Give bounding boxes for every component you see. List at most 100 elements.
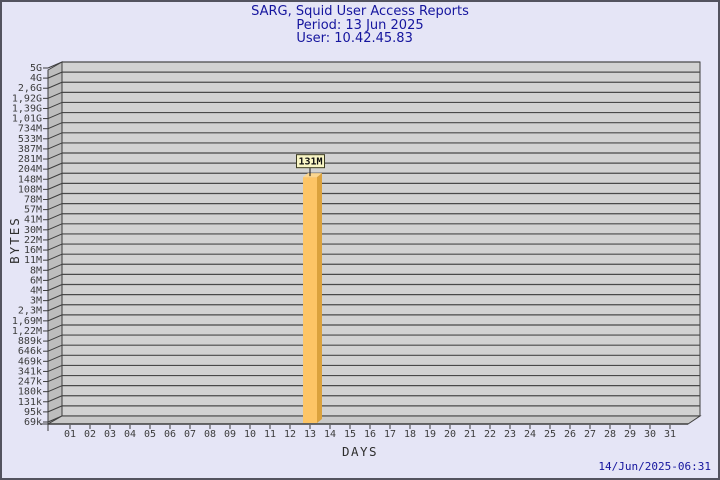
y-tick-label: 131k [18, 397, 42, 408]
wall-tick-diagonal [47, 354, 63, 362]
wall-tick-diagonal [47, 61, 63, 69]
y-tick-label: 108M [18, 184, 42, 195]
x-tick-label: 23 [504, 429, 516, 440]
x-tick-label: 06 [164, 429, 176, 440]
wall-tick-diagonal [47, 273, 63, 281]
x-tick-label: 10 [244, 429, 256, 440]
y-tick-label: 1,39G [12, 103, 42, 114]
y-tick-label: 1,92G [12, 93, 42, 104]
x-tick-label: 29 [624, 429, 636, 440]
y-tick-label: 69k [24, 417, 42, 428]
wall-tick-diagonal [47, 385, 63, 393]
wall-tick-diagonal [47, 314, 63, 322]
wall-tick-diagonal [47, 122, 63, 130]
x-tick-label: 22 [484, 429, 496, 440]
wall-tick-diagonal [47, 132, 63, 140]
wall-tick-diagonal [47, 172, 63, 180]
wall-tick-diagonal [47, 112, 63, 120]
y-tick-label: 734M [18, 124, 42, 135]
wall-tick-diagonal [47, 334, 63, 342]
wall-tick-diagonal [47, 142, 63, 150]
x-tick-label: 16 [364, 429, 376, 440]
y-tick-label: 11M [24, 255, 42, 266]
wall-tick-diagonal [47, 101, 63, 109]
wall-tick-diagonal [47, 263, 63, 271]
x-tick-label: 30 [644, 429, 656, 440]
y-tick-label: 95k [24, 407, 42, 418]
wall-tick-diagonal [47, 294, 63, 302]
y-tick-label: 22M [24, 235, 42, 246]
y-tick-label: 247k [18, 377, 42, 388]
wall-tick-diagonal [47, 182, 63, 190]
wall-tick-diagonal [47, 152, 63, 160]
y-tick-label: 646k [18, 346, 42, 357]
x-axis-title: DAYS [342, 444, 378, 459]
wall-tick-diagonal [47, 304, 63, 312]
x-tick-label: 15 [344, 429, 356, 440]
generation-timestamp: 14/Jun/2025-06:31 [598, 460, 711, 473]
wall-tick-diagonal [47, 253, 63, 261]
x-tick-label: 24 [524, 429, 536, 440]
wall-tick-diagonal [47, 344, 63, 352]
x-tick-label: 27 [584, 429, 596, 440]
plot-back-wall [61, 61, 701, 417]
bar-top-face [303, 173, 322, 178]
x-tick-label: 12 [284, 429, 296, 440]
wall-tick-diagonal [47, 81, 63, 89]
y-tick-label: 3M [30, 296, 42, 307]
x-tick-label: 11 [264, 429, 276, 440]
y-tick-label: 78M [24, 194, 42, 205]
y-tick-label: 1,22M [12, 326, 42, 337]
x-tick-label: 25 [544, 429, 556, 440]
report-header: SARG, Squid User Access Reports Period: … [0, 5, 720, 46]
wall-tick-diagonal [47, 223, 63, 231]
wall-tick-diagonal [47, 395, 63, 403]
wall-tick-diagonal [47, 405, 63, 413]
wall-tick-diagonal [47, 162, 63, 170]
wall-tick-diagonal [47, 243, 63, 251]
x-tick-label: 26 [564, 429, 576, 440]
x-tick-label: 09 [224, 429, 236, 440]
x-tick-label: 18 [404, 429, 416, 440]
y-tick-label: 889k [18, 336, 42, 347]
wall-tick-diagonal [47, 324, 63, 332]
x-tick-label: 03 [104, 429, 116, 440]
y-tick-label: 387M [18, 144, 42, 155]
y-tick-label: 180k [18, 387, 42, 398]
y-tick-label: 57M [24, 205, 42, 216]
bar-value-label-box [296, 154, 325, 169]
report-title: SARG, Squid User Access Reports [251, 4, 469, 19]
y-tick-label: 4G [30, 73, 42, 84]
x-tick-label: 17 [384, 429, 396, 440]
wall-tick-diagonal [47, 91, 63, 99]
wall-tick-diagonal [47, 213, 63, 221]
x-tick-label: 14 [324, 429, 336, 440]
wall-tick-diagonal [47, 203, 63, 211]
y-tick-label: 1,69M [12, 316, 42, 327]
x-tick-label: 05 [144, 429, 156, 440]
bar-side-face [317, 173, 322, 423]
x-tick-label: 07 [184, 429, 196, 440]
y-tick-label: 341k [18, 366, 42, 377]
y-tick-label: 281M [18, 154, 42, 165]
x-tick-label: 04 [124, 429, 136, 440]
y-tick-label: 30M [24, 225, 42, 236]
wall-tick-diagonal [47, 71, 63, 79]
plot-left-wall [47, 61, 63, 425]
x-tick-label: 21 [464, 429, 476, 440]
x-tick-label: 31 [664, 429, 676, 440]
y-tick-label: 533M [18, 134, 42, 145]
bar-front-face [303, 177, 317, 423]
y-tick-label: 2,3M [18, 306, 42, 317]
y-tick-label: 469k [18, 356, 42, 367]
y-axis-title: BYTES [7, 216, 22, 264]
wall-tick-diagonal [47, 364, 63, 372]
bar-value-label: 131M [298, 157, 322, 168]
wall-tick-diagonal [47, 284, 63, 291]
y-tick-label: 5G [30, 63, 42, 74]
y-tick-label: 1,01G [12, 114, 42, 125]
y-tick-label: 41M [24, 215, 42, 226]
wall-tick-diagonal [47, 193, 63, 200]
